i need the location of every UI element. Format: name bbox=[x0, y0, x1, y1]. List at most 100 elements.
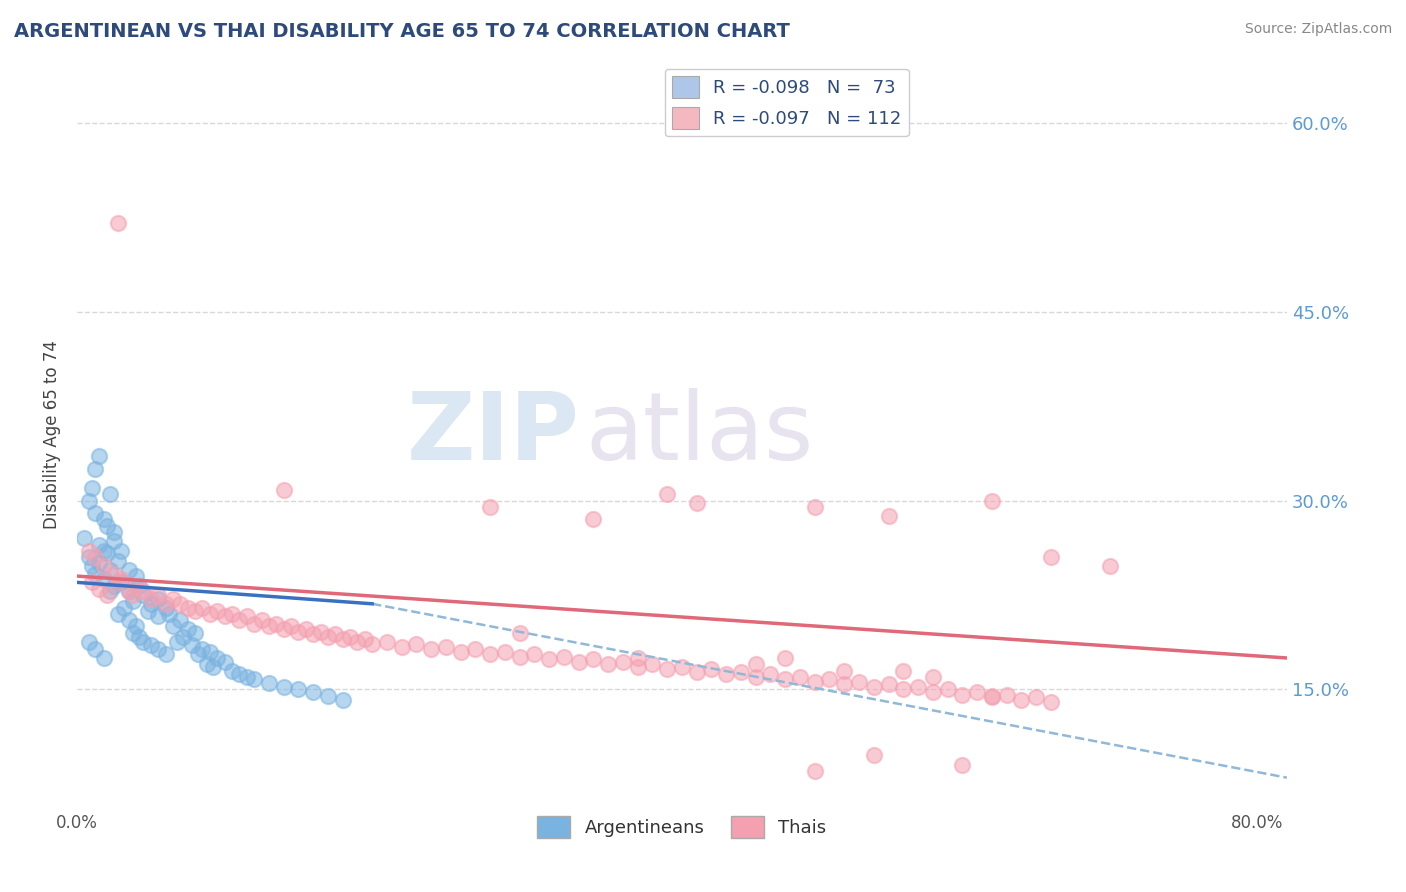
Point bbox=[128, 579, 150, 593]
Point bbox=[803, 764, 825, 779]
Point bbox=[207, 651, 229, 665]
Point bbox=[921, 670, 943, 684]
Point bbox=[207, 604, 229, 618]
Point bbox=[273, 483, 295, 498]
Point bbox=[323, 627, 346, 641]
Point bbox=[877, 508, 900, 523]
Point bbox=[125, 619, 148, 633]
Point bbox=[789, 670, 811, 684]
Point bbox=[361, 637, 384, 651]
Point bbox=[818, 673, 841, 687]
Point bbox=[89, 538, 111, 552]
Point bbox=[273, 622, 295, 636]
Point bbox=[773, 651, 796, 665]
Point bbox=[132, 634, 155, 648]
Point bbox=[582, 652, 605, 666]
Point bbox=[122, 588, 145, 602]
Point bbox=[77, 634, 100, 648]
Point bbox=[191, 600, 214, 615]
Point bbox=[936, 682, 959, 697]
Point bbox=[280, 619, 302, 633]
Point bbox=[73, 531, 96, 545]
Point bbox=[346, 634, 368, 648]
Point bbox=[1098, 559, 1121, 574]
Point bbox=[139, 591, 162, 606]
Point bbox=[891, 664, 914, 678]
Point bbox=[339, 630, 361, 644]
Point bbox=[243, 673, 266, 687]
Point bbox=[162, 591, 184, 606]
Point bbox=[93, 559, 115, 574]
Point bbox=[434, 640, 457, 654]
Point bbox=[464, 642, 486, 657]
Point bbox=[980, 493, 1002, 508]
Point bbox=[568, 655, 591, 669]
Point bbox=[391, 640, 413, 654]
Point bbox=[139, 597, 162, 611]
Point bbox=[257, 619, 280, 633]
Point bbox=[107, 575, 129, 590]
Point bbox=[832, 677, 855, 691]
Point bbox=[287, 624, 309, 639]
Point bbox=[107, 575, 129, 590]
Point bbox=[177, 600, 200, 615]
Point bbox=[214, 609, 236, 624]
Point bbox=[479, 500, 502, 514]
Point bbox=[89, 582, 111, 596]
Point bbox=[700, 662, 723, 676]
Point bbox=[125, 579, 148, 593]
Point bbox=[966, 685, 988, 699]
Text: ARGENTINEAN VS THAI DISABILITY AGE 65 TO 74 CORRELATION CHART: ARGENTINEAN VS THAI DISABILITY AGE 65 TO… bbox=[14, 22, 790, 41]
Y-axis label: Disability Age 65 to 74: Disability Age 65 to 74 bbox=[44, 340, 60, 529]
Point bbox=[118, 584, 141, 599]
Point bbox=[155, 647, 177, 661]
Point bbox=[83, 642, 105, 657]
Point bbox=[375, 634, 398, 648]
Point bbox=[980, 690, 1002, 704]
Point bbox=[228, 613, 250, 627]
Point bbox=[184, 625, 207, 640]
Point bbox=[96, 546, 118, 560]
Point bbox=[657, 662, 679, 676]
Point bbox=[132, 584, 155, 599]
Point bbox=[198, 645, 221, 659]
Point bbox=[235, 609, 257, 624]
Point bbox=[228, 667, 250, 681]
Point bbox=[309, 624, 332, 639]
Point bbox=[287, 682, 309, 697]
Point bbox=[93, 651, 115, 665]
Point bbox=[191, 642, 214, 657]
Point bbox=[1010, 692, 1032, 706]
Point bbox=[353, 632, 375, 646]
Point bbox=[921, 685, 943, 699]
Point bbox=[214, 655, 236, 669]
Point bbox=[195, 657, 218, 672]
Point bbox=[162, 619, 184, 633]
Point bbox=[157, 607, 180, 621]
Point bbox=[641, 657, 664, 672]
Point bbox=[686, 665, 709, 679]
Point bbox=[803, 500, 825, 514]
Point bbox=[332, 632, 354, 646]
Point bbox=[598, 657, 620, 672]
Point bbox=[907, 680, 929, 694]
Legend: Argentineans, Thais: Argentineans, Thais bbox=[530, 809, 834, 845]
Point bbox=[128, 630, 150, 644]
Point bbox=[950, 688, 973, 702]
Point bbox=[103, 533, 125, 548]
Point bbox=[612, 655, 634, 669]
Point bbox=[243, 617, 266, 632]
Point bbox=[110, 575, 132, 590]
Point bbox=[103, 524, 125, 539]
Point bbox=[148, 591, 170, 606]
Point bbox=[107, 216, 129, 230]
Point bbox=[450, 645, 472, 659]
Point bbox=[139, 639, 162, 653]
Point bbox=[169, 613, 191, 627]
Point bbox=[83, 566, 105, 581]
Point bbox=[995, 688, 1018, 702]
Point bbox=[509, 649, 531, 664]
Point bbox=[110, 572, 132, 586]
Point bbox=[77, 550, 100, 565]
Point bbox=[980, 689, 1002, 703]
